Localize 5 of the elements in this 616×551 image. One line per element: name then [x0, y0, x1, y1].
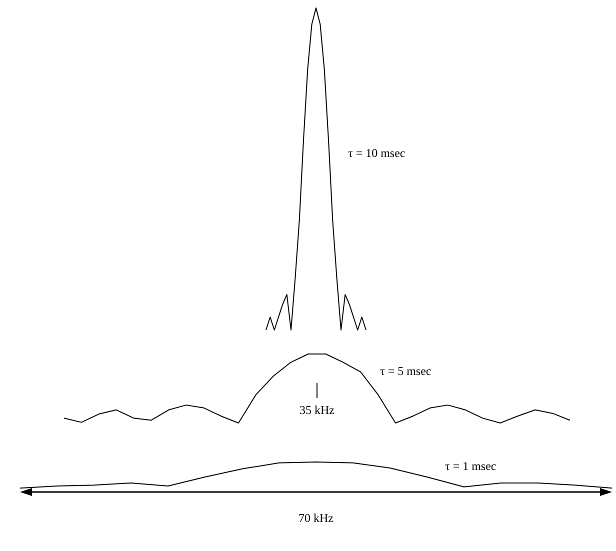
annotation: 35 kHz — [300, 403, 334, 417]
series-label: τ = 5 msec — [380, 364, 432, 378]
series-label: τ = 1 msec — [445, 459, 496, 473]
series-label: τ = 10 msec — [348, 146, 406, 160]
text: 70 kHz — [298, 511, 334, 525]
